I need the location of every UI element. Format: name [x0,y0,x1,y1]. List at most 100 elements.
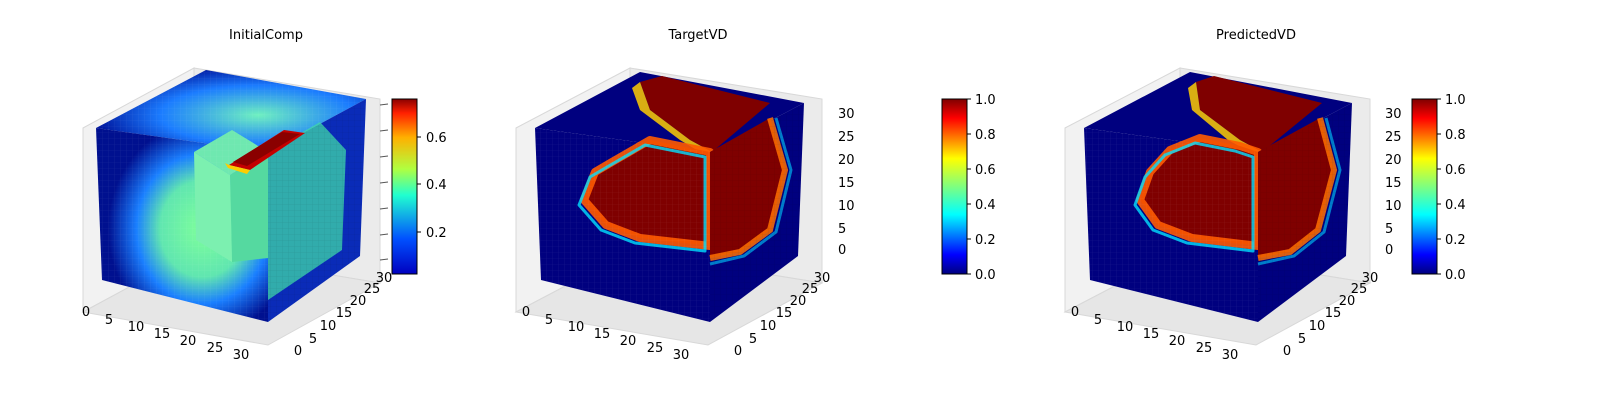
hot-ridge-edge [225,163,250,174]
x-tick: 20 [620,334,637,349]
x-tick: 5 [1094,313,1102,328]
x-tick: 0 [1071,305,1079,320]
z-axis-ticks: 0 5 10 15 20 25 30 [1385,107,1402,258]
y-tick: 10 [760,319,777,334]
y-tick: 30 [814,271,831,286]
inner-block-side [230,152,268,262]
y-axis-ticks: 0 5 10 15 20 25 30 [294,271,392,359]
x-tick: 15 [154,327,171,342]
x-axis-ticks: 0 5 10 15 20 25 30 [1071,305,1238,363]
y-tick: 25 [802,282,819,297]
y-tick: 25 [364,282,381,297]
colorbar-tick-label: 0.0 [1445,268,1466,283]
z-axis-ticks [379,103,389,261]
colorbar-tick-label: 1.0 [975,93,996,108]
colorbar-tick-label: 0.2 [426,226,447,241]
y-tick: 15 [1325,306,1342,321]
voxel-right-grid [1258,103,1352,322]
colorbar-tick-label: 0.4 [1445,198,1466,213]
z-tick: 10 [1385,199,1402,214]
colorbar [391,98,418,275]
colorbar-tick-label: 1.0 [1445,93,1466,108]
x-tick: 5 [545,313,553,328]
x-tick: 15 [594,327,611,342]
y-tick: 20 [1339,294,1356,309]
panel-title: InitialComp [229,28,303,43]
x-axis-ticks: 0 5 10 15 20 25 30 [522,305,689,363]
x-tick: 20 [180,334,197,349]
voxel-top-red [1196,76,1322,152]
inner-block-front [194,152,232,262]
colorbar-ticks: 0.0 0.2 0.4 0.6 0.8 1.0 [967,93,996,283]
x-axis-ticks: 0 5 10 15 20 25 30 [82,305,249,363]
x-tick: 10 [1117,320,1134,335]
x-tick: 10 [568,320,585,335]
colorbar-tick-label: 0.2 [975,233,996,248]
y-tick: 5 [309,332,317,347]
z-tick: 0 [1385,243,1393,258]
y-tick: 20 [790,294,807,309]
panel-title: PredictedVD [1216,28,1296,43]
x-tick: 10 [128,320,145,335]
y-tick: 0 [1283,344,1291,359]
x-tick: 25 [207,341,224,356]
inner-block-grid [194,130,268,175]
voxel-top-grid [96,70,366,152]
colorbar-tick-label: 0.6 [426,131,447,146]
colorbar [1411,98,1438,275]
z-tick: 5 [838,222,846,237]
colorbar-tick-label: 0.6 [1445,163,1466,178]
y-tick: 0 [734,344,742,359]
panel-title: TargetVD [667,28,727,43]
voxel-front-grid [535,128,710,322]
x-tick: 25 [1196,341,1213,356]
x-tick: 30 [673,348,690,363]
x-tick: 30 [233,348,250,363]
z-tick: 20 [838,153,855,168]
hot-ridge-core [233,132,300,166]
z-axis-ticks: 0 5 10 15 20 25 30 [838,107,855,258]
colorbar-tick-label: 0.4 [426,178,447,193]
z-tick: 25 [1385,130,1402,145]
z-tick: 15 [838,176,855,191]
y-axis-ticks: 0 5 10 15 20 25 30 [1283,271,1378,359]
x-tick: 15 [1143,327,1160,342]
colorbar-tick-label: 0.8 [975,128,996,143]
z-tick: 15 [1385,176,1402,191]
y-tick: 0 [294,344,302,359]
y-tick: 5 [1298,332,1306,347]
y-axis-ticks: 0 5 10 15 20 25 30 [734,271,830,359]
y-tick: 10 [1309,319,1326,334]
panel-predictedvd: PredictedVD 0 5 10 15 20 25 30 0 5 10 [1063,28,1466,363]
voxel-right-grid [710,103,804,322]
voxel-top-red [640,76,770,152]
colorbar-tick-label: 0.4 [975,198,996,213]
z-tick: 30 [838,107,855,122]
x-tick: 20 [1169,334,1186,349]
colorbar-tick-label: 0.2 [1445,233,1466,248]
colorbar-tick-label: 0.8 [1445,128,1466,143]
colorbar-tick-label: 0.6 [975,163,996,178]
z-tick: 25 [838,130,855,145]
x-tick: 30 [1222,348,1239,363]
z-tick: 10 [838,199,855,214]
z-tick: 5 [1385,222,1393,237]
z-tick: 0 [838,243,846,258]
voxel-front-grid [1084,128,1258,322]
panel-initialcomp: InitialComp 0 5 10 15 20 25 3 [81,28,447,363]
panel-targetvd: TargetVD 0 5 10 15 20 25 30 0 [514,28,996,363]
y-tick: 25 [1351,282,1368,297]
x-tick: 25 [647,341,664,356]
y-tick: 15 [336,306,353,321]
x-tick: 0 [522,305,530,320]
y-tick: 20 [350,294,367,309]
colorbar-ticks: 0.2 0.4 0.6 [417,131,447,241]
y-tick: 5 [749,332,757,347]
y-tick: 30 [376,271,393,286]
x-tick: 0 [82,305,90,320]
y-tick: 10 [320,319,337,334]
voxel-top-edge [1188,82,1262,152]
colorbar [941,98,968,275]
y-tick: 30 [1362,271,1379,286]
